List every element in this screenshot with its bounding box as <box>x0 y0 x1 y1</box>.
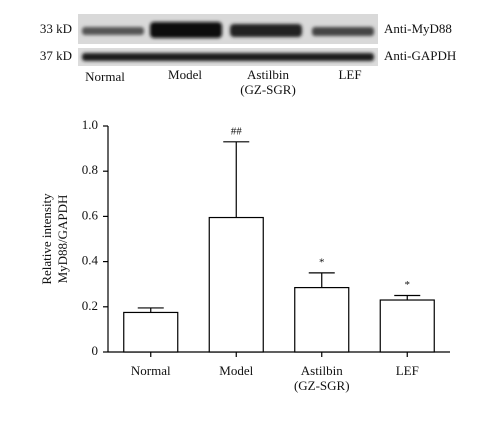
antibody-label: Anti-GAPDH <box>384 48 456 63</box>
band <box>230 24 302 37</box>
x-tick-label: Normal <box>131 363 171 378</box>
y-tick-label: 0.2 <box>82 298 98 313</box>
significance-label: * <box>319 256 325 268</box>
lane-label: Astilbin (GZ-SGR) <box>240 67 296 97</box>
y-tick-label: 0.4 <box>82 253 99 268</box>
bar <box>208 216 264 353</box>
band <box>150 22 222 38</box>
marker-label: 37 kD <box>40 48 72 63</box>
bands <box>82 22 374 61</box>
lane-label: LEF <box>338 67 361 82</box>
y-axis-label: MyD88/GAPDH <box>55 195 70 284</box>
x-tick-label: Astilbin (GZ-SGR) <box>294 363 350 393</box>
western-blot: 33 kD 37 kD Anti-MyD88 Anti-GAPDH Normal… <box>40 14 456 97</box>
band <box>82 53 374 61</box>
bar <box>379 299 435 353</box>
y-tick-label: 0.8 <box>82 162 98 177</box>
bar <box>123 311 179 353</box>
x-tick-label: Model <box>219 363 253 378</box>
y-tick-label: 1.0 <box>82 117 98 132</box>
antibody-label: Anti-MyD88 <box>384 21 452 36</box>
marker-label: 33 kD <box>40 21 72 36</box>
significance-label: * <box>405 279 411 291</box>
significance-label: ## <box>231 125 243 137</box>
y-tick-label: 0 <box>92 343 99 358</box>
x-tick-label: LEF <box>396 363 419 378</box>
band <box>82 27 144 35</box>
y-tick-label: 0.6 <box>82 207 99 222</box>
bar <box>294 286 350 353</box>
lane-label: Model <box>168 67 202 82</box>
y-axis-label: Relative intensity <box>39 193 54 285</box>
lane-label: Normal <box>85 69 125 84</box>
band <box>312 27 374 36</box>
